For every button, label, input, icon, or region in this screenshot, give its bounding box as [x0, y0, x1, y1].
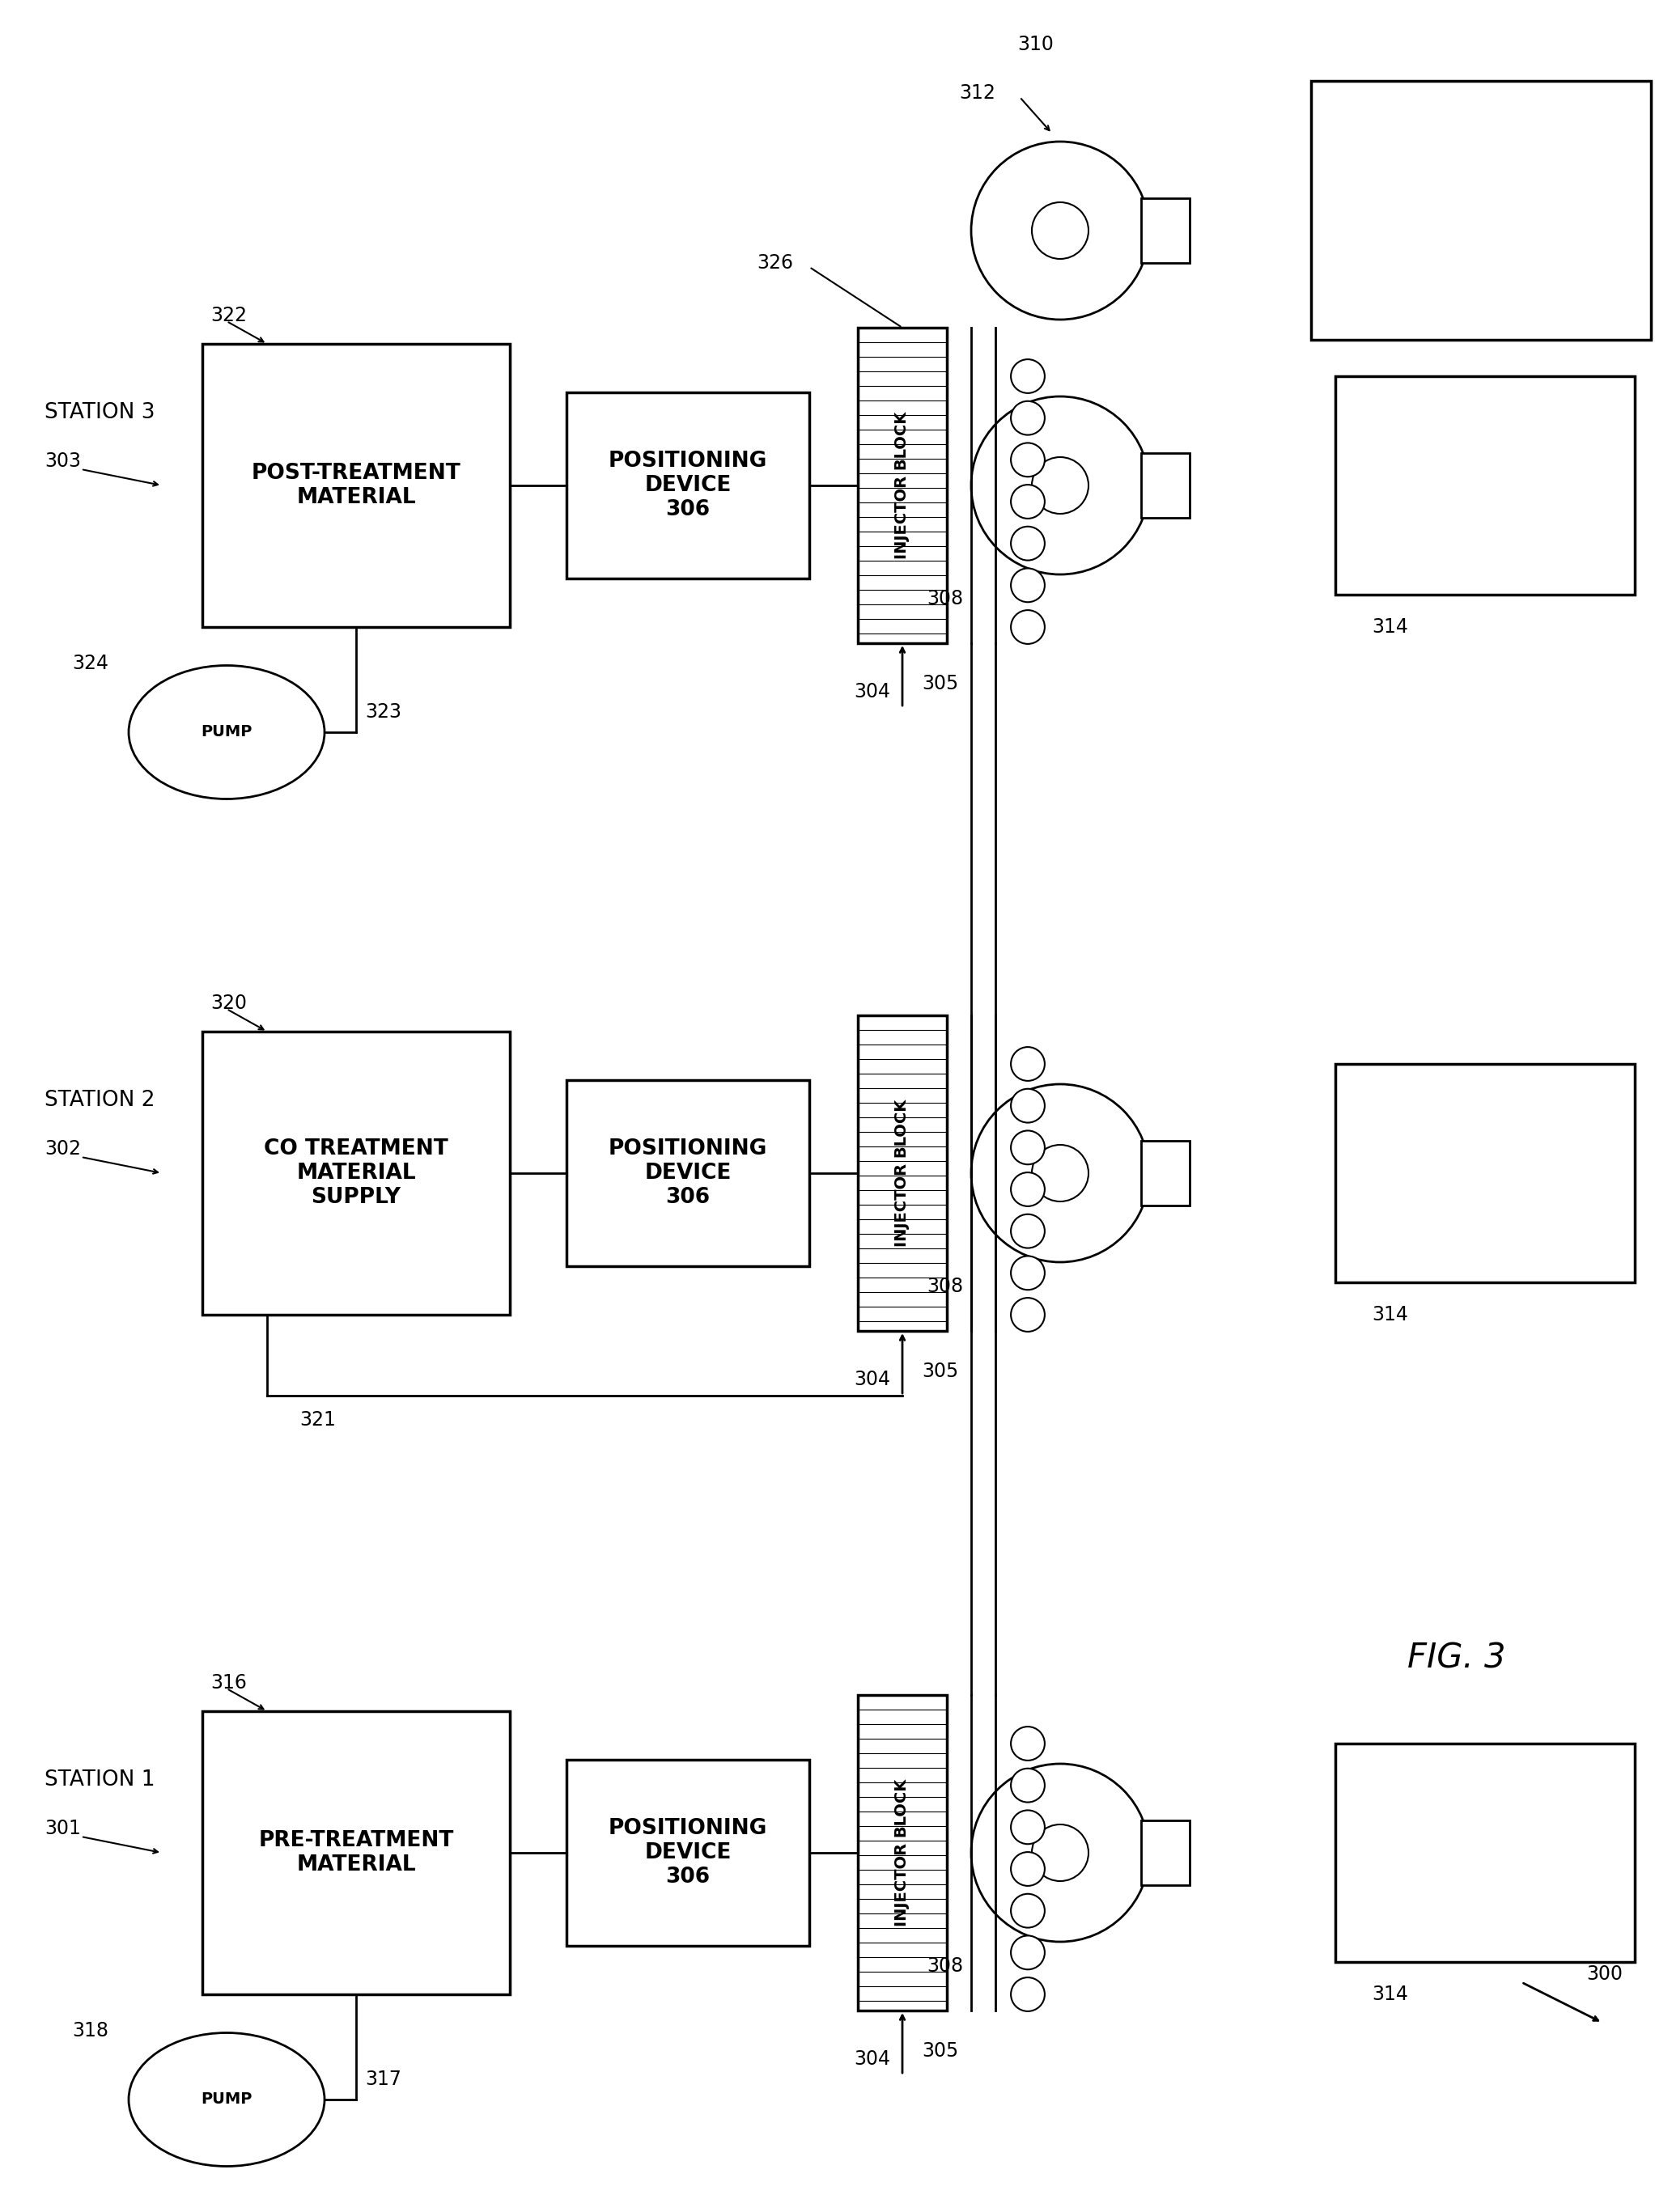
Text: PRE-TREATMENT
MATERIAL: PRE-TREATMENT MATERIAL	[258, 1829, 453, 1876]
Bar	[1311, 82, 1652, 341]
Text: 310: 310	[1018, 35, 1054, 55]
Circle shape	[1011, 526, 1044, 560]
Text: 308: 308	[927, 1955, 963, 1975]
Text: 305: 305	[922, 1363, 958, 1380]
Text: 314: 314	[1372, 617, 1408, 637]
Text: 316: 316	[210, 1672, 247, 1692]
Bar	[566, 1079, 809, 1265]
Bar	[202, 1712, 510, 1995]
Bar	[566, 1761, 809, 1947]
Circle shape	[1011, 1936, 1044, 1969]
Text: 304: 304	[854, 681, 890, 701]
Text: 305: 305	[922, 2042, 958, 2062]
Circle shape	[1011, 1893, 1044, 1927]
Circle shape	[1011, 1172, 1044, 1206]
Circle shape	[1011, 611, 1044, 644]
Text: 324: 324	[73, 655, 109, 672]
Text: CO TREATMENT
MATERIAL
SUPPLY: CO TREATMENT MATERIAL SUPPLY	[263, 1139, 449, 1208]
Circle shape	[1011, 1851, 1044, 1887]
Bar	[1336, 376, 1635, 595]
Circle shape	[971, 142, 1149, 319]
Text: 308: 308	[927, 588, 963, 608]
Bar	[857, 1015, 947, 1332]
Text: 326: 326	[756, 252, 793, 272]
Text: INJECTOR BLOCK: INJECTOR BLOCK	[895, 1099, 910, 1248]
Bar	[202, 1031, 510, 1314]
Circle shape	[971, 1084, 1149, 1263]
Circle shape	[1011, 442, 1044, 478]
Circle shape	[1011, 400, 1044, 436]
Text: POSITIONING
DEVICE
306: POSITIONING DEVICE 306	[609, 1818, 768, 1887]
Circle shape	[1011, 484, 1044, 518]
Ellipse shape	[129, 666, 324, 799]
Bar	[566, 392, 809, 580]
Text: FIG. 3: FIG. 3	[1407, 1641, 1506, 1674]
Text: STATION 2: STATION 2	[45, 1091, 156, 1110]
Circle shape	[1011, 1298, 1044, 1332]
Circle shape	[1031, 201, 1089, 259]
Text: INJECTOR BLOCK: INJECTOR BLOCK	[895, 411, 910, 560]
Bar	[1336, 1064, 1635, 1283]
Text: POSITIONING
DEVICE
306: POSITIONING DEVICE 306	[609, 1139, 768, 1208]
Text: POSITIONING
DEVICE
306: POSITIONING DEVICE 306	[609, 451, 768, 520]
Text: 304: 304	[854, 1369, 890, 1389]
Text: 314: 314	[1372, 1305, 1408, 1325]
Circle shape	[1011, 1728, 1044, 1761]
Text: 318: 318	[73, 2022, 109, 2039]
Text: 323: 323	[366, 701, 402, 721]
Bar	[202, 343, 510, 626]
Circle shape	[1031, 458, 1089, 513]
Text: STATION 1: STATION 1	[45, 1770, 156, 1790]
Bar	[857, 1694, 947, 2011]
Text: 300: 300	[1585, 1964, 1622, 1984]
Circle shape	[1011, 1809, 1044, 1845]
Text: 303: 303	[45, 451, 81, 471]
Text: 320: 320	[210, 993, 247, 1013]
Circle shape	[1031, 1825, 1089, 1880]
Bar	[1140, 1141, 1190, 1206]
Text: 321: 321	[300, 1411, 336, 1429]
Circle shape	[1011, 1214, 1044, 1248]
Circle shape	[1011, 1046, 1044, 1082]
Circle shape	[1011, 1256, 1044, 1290]
Bar	[857, 327, 947, 644]
Bar	[1140, 199, 1190, 263]
Bar	[1140, 1820, 1190, 1885]
Circle shape	[1011, 1767, 1044, 1803]
Text: 304: 304	[854, 2048, 890, 2068]
Text: 301: 301	[45, 1818, 81, 1838]
Text: PUMP: PUMP	[200, 726, 252, 739]
Circle shape	[1011, 1088, 1044, 1124]
Circle shape	[1011, 568, 1044, 602]
Text: 317: 317	[366, 2070, 401, 2088]
Circle shape	[1011, 1978, 1044, 2011]
Text: 305: 305	[922, 675, 958, 692]
Text: 308: 308	[927, 1276, 963, 1296]
Ellipse shape	[129, 2033, 324, 2166]
Circle shape	[1031, 1146, 1089, 1201]
Text: 322: 322	[210, 305, 247, 325]
Bar	[1140, 453, 1190, 518]
Circle shape	[1011, 358, 1044, 394]
Text: PUMP: PUMP	[200, 2093, 252, 2108]
Text: STATION 3: STATION 3	[45, 403, 156, 422]
Bar	[1336, 1743, 1635, 1962]
Text: POST-TREATMENT
MATERIAL: POST-TREATMENT MATERIAL	[252, 462, 460, 509]
Circle shape	[971, 396, 1149, 575]
Text: 312: 312	[960, 84, 995, 102]
Text: 314: 314	[1372, 1984, 1408, 2004]
Text: 302: 302	[45, 1139, 81, 1159]
Circle shape	[971, 1763, 1149, 1942]
Circle shape	[1011, 1130, 1044, 1164]
Text: INJECTOR BLOCK: INJECTOR BLOCK	[895, 1778, 910, 1927]
